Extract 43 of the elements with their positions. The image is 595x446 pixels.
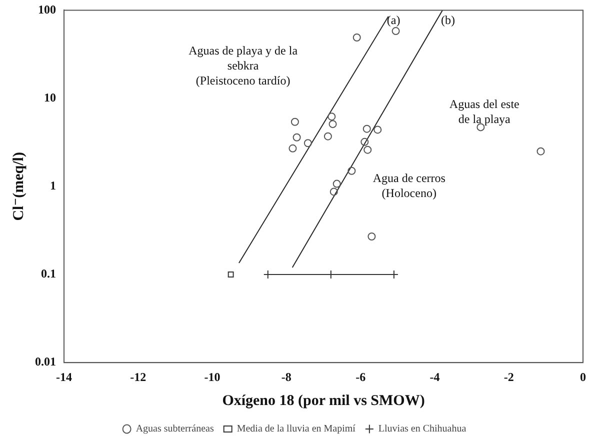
y-tick-label: 0.01 [35, 354, 56, 369]
point [368, 232, 376, 240]
y-tick-label: 0.1 [41, 266, 56, 281]
x-tick-label: -12 [130, 370, 146, 384]
legend-label: Lluvias en Chihuahua [378, 424, 467, 435]
x-tick-label: -4 [430, 370, 440, 384]
x-tick-label: 0 [580, 370, 586, 384]
x-tick-label: -2 [504, 370, 514, 384]
point [392, 27, 400, 36]
point [328, 112, 336, 121]
point [364, 146, 372, 154]
x-tick-label: -8 [281, 370, 292, 384]
legend-label: Aguas subterráneas [136, 424, 214, 435]
point [324, 132, 332, 140]
point [348, 166, 356, 175]
annotation: Agua de cerros (Holoceno) [372, 171, 446, 200]
point [374, 126, 382, 134]
point [304, 139, 312, 148]
x-tick-label: -14 [56, 370, 72, 384]
point [360, 138, 369, 146]
annotation: Aguas del este de la playa [449, 97, 520, 126]
point [288, 144, 297, 152]
point [290, 118, 299, 126]
point [228, 272, 234, 278]
point [292, 133, 301, 142]
x-axis-title: Oxígeno 18 (por mil vs SMOW) [222, 392, 425, 409]
point [536, 147, 545, 156]
legend-label: Media de la lluvia en Mapimí [236, 424, 356, 435]
annotation: Aguas de playa y de la sebkra (Pleistoceno tardío) [188, 44, 298, 88]
y-tick-label: 10 [44, 90, 56, 104]
point [328, 120, 337, 128]
point [476, 123, 485, 132]
x-tick-label: -10 [204, 370, 220, 384]
y-axis-title: Cl⁻(meq/l) [10, 152, 27, 221]
x-tick-label: -6 [356, 370, 366, 384]
point [362, 124, 371, 133]
point [332, 180, 341, 188]
point [352, 33, 361, 42]
y-tick-label: 1 [50, 178, 56, 192]
point [330, 188, 338, 196]
annotation: (a) [386, 12, 400, 27]
y-tick-label: 100 [38, 2, 56, 16]
annotation: (b) [441, 12, 456, 27]
